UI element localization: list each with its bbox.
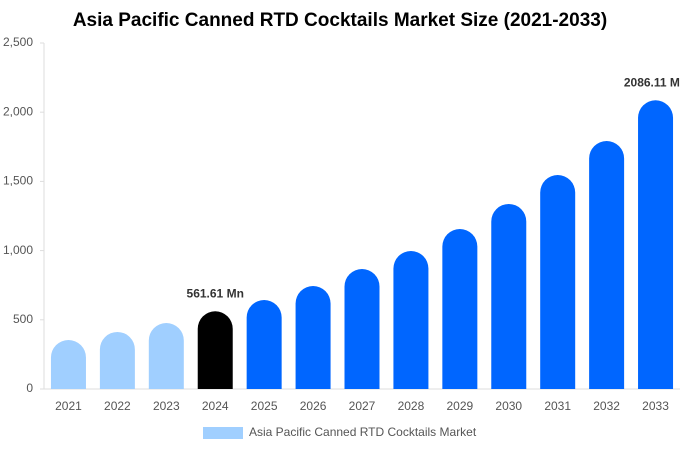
x-tick-label: 2022 <box>104 399 131 413</box>
bar <box>344 269 380 389</box>
bar <box>442 229 478 389</box>
chart-title: Asia Pacific Canned RTD Cocktails Market… <box>73 10 607 31</box>
x-tick-label: 2032 <box>593 399 620 413</box>
legend-swatch <box>203 427 243 439</box>
bar <box>295 286 331 389</box>
value-label: 2086.11 Mn <box>624 75 680 89</box>
x-tick-label: 2023 <box>153 399 180 413</box>
bar <box>540 175 576 389</box>
bar <box>50 340 86 389</box>
x-tick-label: 2031 <box>544 399 571 413</box>
x-tick-label: 2029 <box>446 399 473 413</box>
y-tick-label: 1,000 <box>3 243 33 257</box>
x-tick-label: 2025 <box>251 399 278 413</box>
y-tick-label: 1,500 <box>3 174 33 188</box>
bar <box>99 331 135 389</box>
bar <box>197 311 233 389</box>
y-tick-label: 500 <box>13 312 33 326</box>
y-tick-label: 0 <box>26 381 33 395</box>
bar <box>393 251 429 389</box>
x-tick-label: 2026 <box>300 399 327 413</box>
value-label: 561.61 Mn <box>187 286 244 300</box>
x-tick-label: 2033 <box>642 399 669 413</box>
legend-label: Asia Pacific Canned RTD Cocktails Market <box>249 425 477 439</box>
bar <box>246 300 282 389</box>
y-tick-label: 2,500 <box>3 35 33 49</box>
y-tick-label: 2,000 <box>3 104 33 118</box>
bar <box>491 203 527 389</box>
x-tick-label: 2027 <box>349 399 376 413</box>
x-tick-label: 2024 <box>202 399 229 413</box>
bar <box>148 322 184 389</box>
x-tick-label: 2021 <box>55 399 82 413</box>
x-tick-label: 2028 <box>398 399 425 413</box>
bar <box>589 140 625 389</box>
x-tick-label: 2030 <box>495 399 522 413</box>
bar <box>638 100 674 389</box>
